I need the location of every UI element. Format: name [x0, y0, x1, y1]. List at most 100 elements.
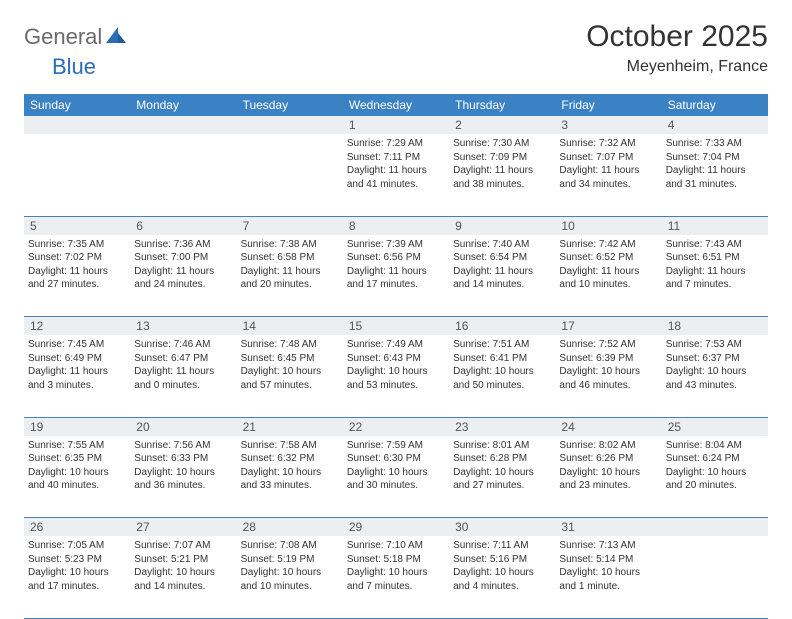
- day-number-cell: 30: [449, 518, 555, 537]
- sunrise-text: Sunrise: 7:39 AM: [347, 238, 445, 252]
- day-detail: Sunrise: 7:13 AMSunset: 5:14 PMDaylight:…: [559, 539, 657, 593]
- day-number-cell: 10: [555, 216, 661, 235]
- day-number-cell: 12: [24, 317, 130, 336]
- day-detail-cell: Sunrise: 7:46 AMSunset: 6:47 PMDaylight:…: [130, 335, 236, 417]
- day-detail-cell: Sunrise: 7:10 AMSunset: 5:18 PMDaylight:…: [343, 536, 449, 618]
- sunset-text: Sunset: 6:35 PM: [28, 452, 126, 466]
- day-detail: Sunrise: 7:46 AMSunset: 6:47 PMDaylight:…: [134, 338, 232, 392]
- sunset-text: Sunset: 6:56 PM: [347, 251, 445, 265]
- sunset-text: Sunset: 6:41 PM: [453, 352, 551, 366]
- day-number-cell: 7: [237, 216, 343, 235]
- daylight-text: Daylight: 11 hours and 0 minutes.: [134, 365, 232, 392]
- day-detail: Sunrise: 7:32 AMSunset: 7:07 PMDaylight:…: [559, 137, 657, 191]
- day-number-cell: 26: [24, 518, 130, 537]
- day-detail: Sunrise: 8:02 AMSunset: 6:26 PMDaylight:…: [559, 439, 657, 493]
- sunrise-text: Sunrise: 7:55 AM: [28, 439, 126, 453]
- daylight-text: Daylight: 10 hours and 1 minute.: [559, 566, 657, 593]
- sunset-text: Sunset: 6:47 PM: [134, 352, 232, 366]
- day-detail-cell: Sunrise: 7:43 AMSunset: 6:51 PMDaylight:…: [662, 235, 768, 317]
- day-detail-cell: Sunrise: 7:36 AMSunset: 7:00 PMDaylight:…: [130, 235, 236, 317]
- day-detail: Sunrise: 7:59 AMSunset: 6:30 PMDaylight:…: [347, 439, 445, 493]
- sunset-text: Sunset: 6:26 PM: [559, 452, 657, 466]
- sunset-text: Sunset: 7:07 PM: [559, 151, 657, 165]
- day-detail-cell: Sunrise: 7:38 AMSunset: 6:58 PMDaylight:…: [237, 235, 343, 317]
- day-detail: Sunrise: 7:39 AMSunset: 6:56 PMDaylight:…: [347, 238, 445, 292]
- day-number-row: 567891011: [24, 216, 768, 235]
- weekday-header: Wednesday: [343, 94, 449, 116]
- day-detail-cell: Sunrise: 7:48 AMSunset: 6:45 PMDaylight:…: [237, 335, 343, 417]
- day-number-cell: 5: [24, 216, 130, 235]
- daylight-text: Daylight: 11 hours and 20 minutes.: [241, 265, 339, 292]
- sunrise-text: Sunrise: 7:43 AM: [666, 238, 764, 252]
- day-detail: Sunrise: 7:42 AMSunset: 6:52 PMDaylight:…: [559, 238, 657, 292]
- day-number-cell: 19: [24, 417, 130, 436]
- day-detail-cell: [130, 134, 236, 216]
- sunrise-text: Sunrise: 7:53 AM: [666, 338, 764, 352]
- sunrise-text: Sunrise: 7:13 AM: [559, 539, 657, 553]
- day-detail: Sunrise: 7:48 AMSunset: 6:45 PMDaylight:…: [241, 338, 339, 392]
- day-detail-cell: Sunrise: 7:05 AMSunset: 5:23 PMDaylight:…: [24, 536, 130, 618]
- sunrise-text: Sunrise: 7:58 AM: [241, 439, 339, 453]
- sunset-text: Sunset: 6:33 PM: [134, 452, 232, 466]
- sunset-text: Sunset: 6:39 PM: [559, 352, 657, 366]
- day-detail-cell: Sunrise: 7:56 AMSunset: 6:33 PMDaylight:…: [130, 436, 236, 518]
- day-number-row: 262728293031: [24, 518, 768, 537]
- sunset-text: Sunset: 6:28 PM: [453, 452, 551, 466]
- day-detail: Sunrise: 7:56 AMSunset: 6:33 PMDaylight:…: [134, 439, 232, 493]
- daylight-text: Daylight: 10 hours and 17 minutes.: [28, 566, 126, 593]
- day-detail-row: Sunrise: 7:55 AMSunset: 6:35 PM Daylight:…: [24, 436, 768, 518]
- daylight-text: Daylight: 10 hours and 14 minutes.: [134, 566, 232, 593]
- day-number-cell: 17: [555, 317, 661, 336]
- sunset-text: Sunset: 5:21 PM: [134, 553, 232, 567]
- sunset-text: Sunset: 7:04 PM: [666, 151, 764, 165]
- sunset-text: Sunset: 7:00 PM: [134, 251, 232, 265]
- daylight-text: Daylight: 11 hours and 10 minutes.: [559, 265, 657, 292]
- sunset-text: Sunset: 5:16 PM: [453, 553, 551, 567]
- daylight-text: Daylight: 11 hours and 3 minutes.: [28, 365, 126, 392]
- day-detail-cell: [662, 536, 768, 618]
- sunset-text: Sunset: 6:52 PM: [559, 251, 657, 265]
- location: Meyenheim, France: [586, 58, 768, 76]
- day-detail-row: Sunrise: 7:29 AMSunset: 7:11 PMDaylight:…: [24, 134, 768, 216]
- day-number-cell: 18: [662, 317, 768, 336]
- sunset-text: Sunset: 6:45 PM: [241, 352, 339, 366]
- day-detail: Sunrise: 7:53 AMSunset: 6:37 PMDaylight:…: [666, 338, 764, 392]
- sunrise-text: Sunrise: 7:48 AM: [241, 338, 339, 352]
- day-number-row: 19202122232425: [24, 417, 768, 436]
- day-detail-cell: Sunrise: 7:51 AMSunset: 6:41 PMDaylight:…: [449, 335, 555, 417]
- day-number-row: 1234: [24, 116, 768, 134]
- daylight-text: Daylight: 10 hours and 43 minutes.: [666, 365, 764, 392]
- day-detail-cell: Sunrise: 8:02 AMSunset: 6:26 PMDaylight:…: [555, 436, 661, 518]
- day-detail-cell: Sunrise: 7:59 AMSunset: 6:30 PMDaylight:…: [343, 436, 449, 518]
- day-number-cell: 14: [237, 317, 343, 336]
- daylight-text: Daylight: 10 hours and 57 minutes.: [241, 365, 339, 392]
- weekday-header: Friday: [555, 94, 661, 116]
- day-detail: Sunrise: 7:55 AMSunset: 6:35 PMDaylight:…: [28, 439, 126, 493]
- daylight-text: Daylight: 10 hours and 7 minutes.: [347, 566, 445, 593]
- day-number-cell: 9: [449, 216, 555, 235]
- day-detail: Sunrise: 7:43 AMSunset: 6:51 PMDaylight:…: [666, 238, 764, 292]
- sunset-text: Sunset: 6:49 PM: [28, 352, 126, 366]
- day-detail-cell: Sunrise: 7:45 AMSunset: 6:49 PMDaylight:…: [24, 335, 130, 417]
- sunrise-text: Sunrise: 7:11 AM: [453, 539, 551, 553]
- day-number-cell: 29: [343, 518, 449, 537]
- day-detail-cell: Sunrise: 8:04 AMSunset: 6:24 PMDaylight:…: [662, 436, 768, 518]
- day-detail: Sunrise: 7:52 AMSunset: 6:39 PMDaylight:…: [559, 338, 657, 392]
- day-detail: Sunrise: 7:45 AMSunset: 6:49 PMDaylight:…: [28, 338, 126, 392]
- day-number-cell: 2: [449, 116, 555, 134]
- day-detail: Sunrise: 7:10 AMSunset: 5:18 PMDaylight:…: [347, 539, 445, 593]
- day-detail: Sunrise: 7:33 AMSunset: 7:04 PMDaylight:…: [666, 137, 764, 191]
- day-number-cell: 25: [662, 417, 768, 436]
- sunset-text: Sunset: 6:54 PM: [453, 251, 551, 265]
- day-detail-cell: Sunrise: 7:35 AMSunset: 7:02 PMDaylight:…: [24, 235, 130, 317]
- day-detail-cell: Sunrise: 7:49 AMSunset: 6:43 PMDaylight:…: [343, 335, 449, 417]
- day-detail: Sunrise: 7:36 AMSunset: 7:00 PMDaylight:…: [134, 238, 232, 292]
- day-number-cell: [237, 116, 343, 134]
- day-detail: Sunrise: 7:29 AMSunset: 7:11 PMDaylight:…: [347, 137, 445, 191]
- sunrise-text: Sunrise: 7:29 AM: [347, 137, 445, 151]
- day-detail-cell: Sunrise: 7:33 AMSunset: 7:04 PMDaylight:…: [662, 134, 768, 216]
- sunset-text: Sunset: 6:43 PM: [347, 352, 445, 366]
- daylight-text: Daylight: 11 hours and 34 minutes.: [559, 164, 657, 191]
- day-detail: Sunrise: 7:05 AMSunset: 5:23 PMDaylight:…: [28, 539, 126, 593]
- daylight-text: Daylight: 10 hours and 27 minutes.: [453, 466, 551, 493]
